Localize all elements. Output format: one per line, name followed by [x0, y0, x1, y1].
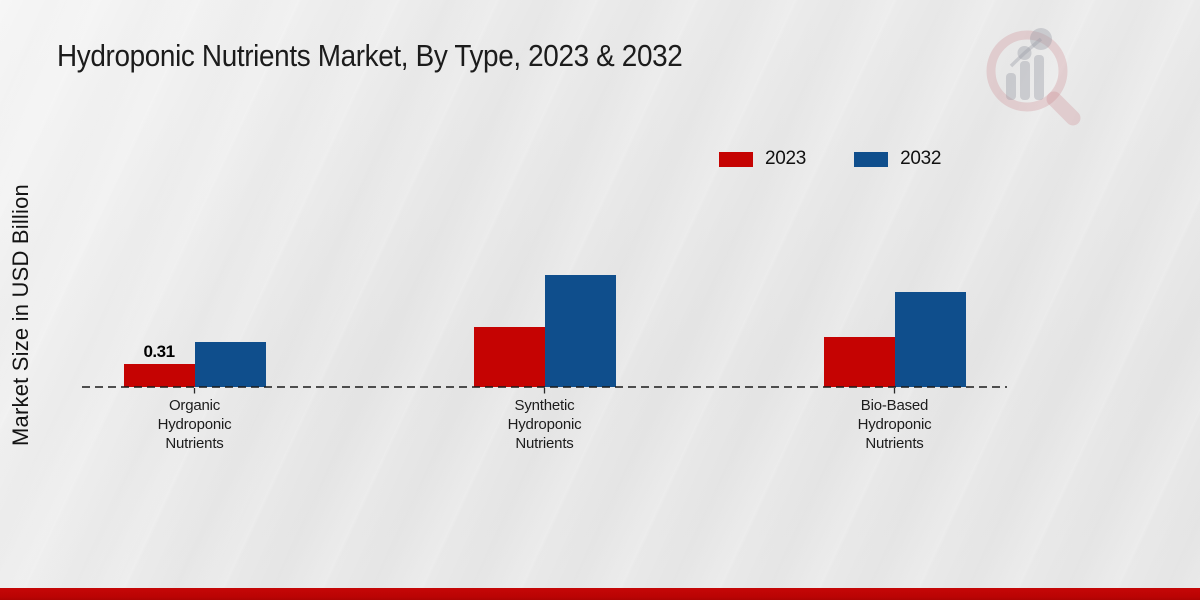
bar-2032-category-1 — [194, 342, 266, 387]
bar-2032-category-2 — [544, 275, 616, 387]
legend-label-2023: 2023 — [765, 148, 807, 169]
chart-title: Hydroponic Nutrients Market, By Type, 20… — [57, 38, 683, 73]
legend-label-2032: 2032 — [900, 148, 942, 169]
bar-2032-category-3 — [894, 292, 966, 387]
category-label: Organic Hydroponic Nutrients — [157, 397, 232, 452]
bar-value-label: 0.31 — [143, 342, 175, 361]
footer-accent-bar — [0, 588, 1200, 600]
bar-2023-category-3 — [823, 337, 895, 387]
legend: 2023 2032 — [719, 148, 941, 170]
bar-2023-category-2 — [473, 327, 545, 387]
legend-swatch-2032 — [854, 151, 889, 167]
magnifier-bar-chart-logo-icon — [986, 28, 1081, 126]
bar-2023-category-1 — [123, 364, 195, 387]
category-label: Synthetic Hydroponic Nutrients — [507, 397, 582, 452]
category-label: Bio-Based Hydroponic Nutrients — [857, 397, 932, 452]
legend-swatch-2023 — [719, 151, 753, 167]
